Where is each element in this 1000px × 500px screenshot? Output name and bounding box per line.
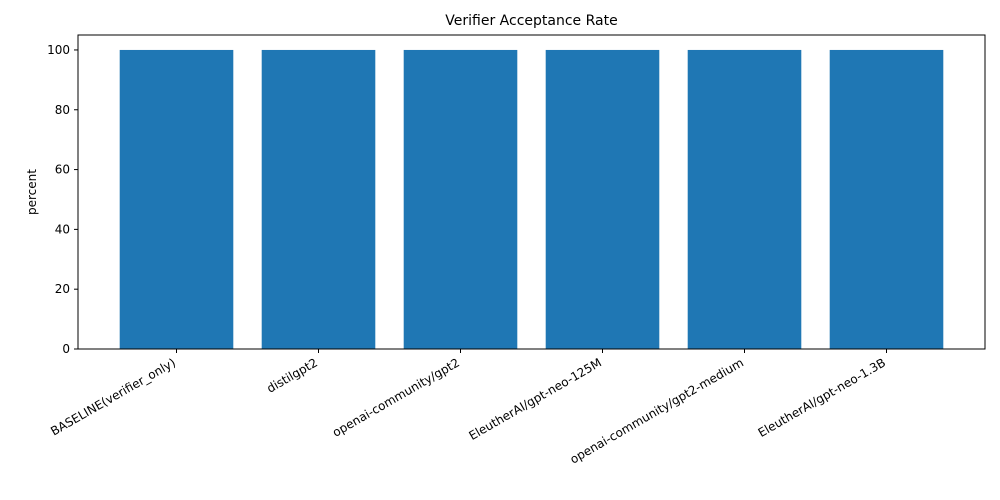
y-tick-label: 0 xyxy=(62,342,70,356)
y-tick-label: 80 xyxy=(55,103,70,117)
chart-title: Verifier Acceptance Rate xyxy=(445,13,617,29)
x-tick-label: distilgpt2 xyxy=(264,355,320,395)
bar xyxy=(545,49,660,349)
plot-area xyxy=(119,49,944,349)
x-axis: BASELINE(verifier_only) distilgpt2 openai-… xyxy=(48,349,888,467)
bar xyxy=(261,49,376,349)
y-axis: 0 20 40 60 80 100 xyxy=(47,43,78,356)
axes-frame xyxy=(77,34,986,350)
y-tick-label: 40 xyxy=(55,222,70,236)
bar xyxy=(403,49,518,349)
y-tick-label: 60 xyxy=(55,163,70,177)
y-tick-label: 100 xyxy=(47,43,70,57)
bar xyxy=(829,49,944,349)
x-tick-label: EleutherAI/gpt-neo-1.3B xyxy=(756,355,888,440)
x-tick-label: openai-community/gpt2 xyxy=(330,355,462,439)
axes-border xyxy=(77,34,986,350)
bar xyxy=(687,49,802,349)
x-tick-label: BASELINE(verifier_only) xyxy=(48,355,178,438)
y-tick-label: 20 xyxy=(55,282,70,296)
x-tick-label: EleutherAI/gpt-neo-125M xyxy=(466,355,604,442)
bar xyxy=(119,49,234,349)
y-axis-label: percent xyxy=(25,169,39,215)
